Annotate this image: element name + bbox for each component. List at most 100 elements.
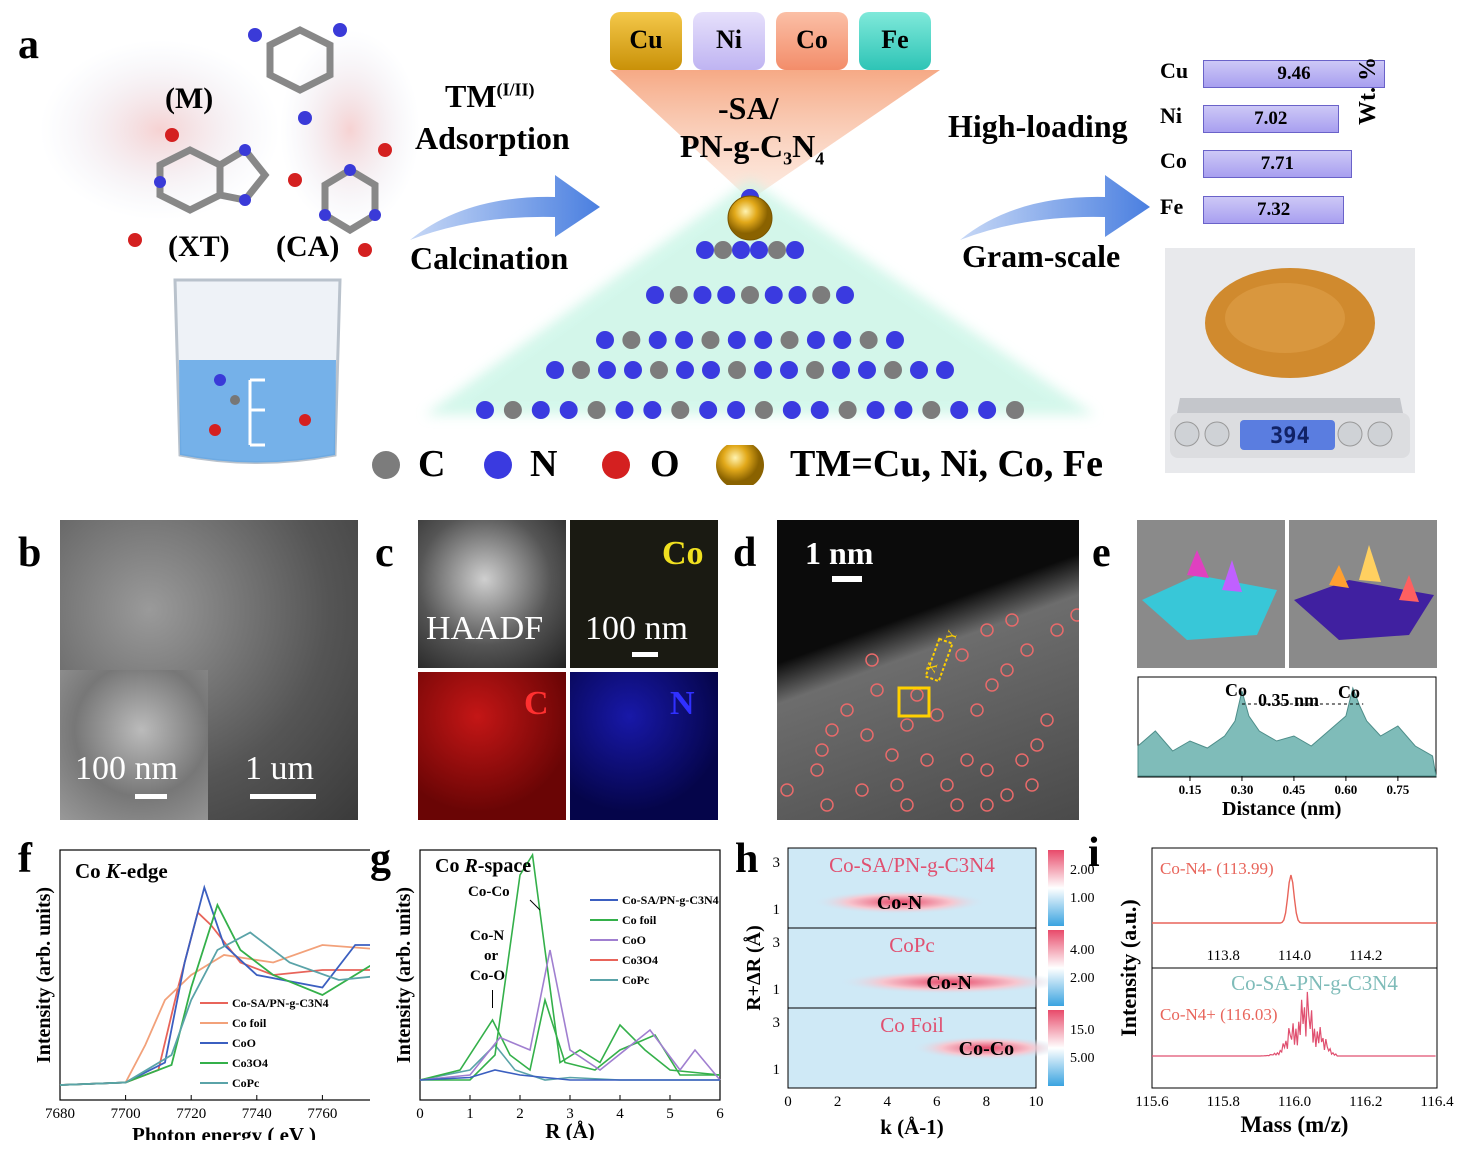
atom-marker: [1000, 788, 1014, 802]
panel-label-b: b: [18, 530, 42, 576]
precursor-molecules-illustration: [40, 23, 420, 257]
wt-peak: [812, 890, 987, 915]
neg-spectrum: [1152, 874, 1437, 924]
lattice-atom: [1006, 401, 1024, 419]
atom-marker: [885, 748, 899, 762]
atom-marker: [1030, 738, 1044, 752]
atom-marker: [1020, 643, 1034, 657]
atom-marker: [1000, 663, 1014, 677]
calcination-arrow-icon: [410, 175, 600, 240]
x-tick-label: 7760: [307, 1106, 337, 1122]
lattice-atom: [894, 401, 913, 419]
x-tick-label: 7700: [111, 1106, 141, 1122]
top-tick-label: 114.0: [1278, 948, 1311, 964]
bottom-tick-label: 115.8: [1207, 1094, 1240, 1110]
lattice-atom: [754, 361, 772, 379]
lattice-atom: [714, 241, 732, 259]
x-tick-label: 2: [516, 1106, 524, 1122]
atom-marker: [780, 783, 794, 797]
panel-label-g: g: [370, 836, 391, 882]
scale-d-label: 1 nm: [805, 535, 874, 571]
distance-label: 0.35 nm: [1258, 690, 1320, 710]
ft-curve: [419, 949, 721, 1081]
ft-exafs-chart: 0 1 2 3 4 5 6 R (Å) Intensity (arb. units) Co R-s…: [393, 849, 724, 1140]
panel-label-f: f: [18, 836, 32, 882]
x-tick-label: 0.30: [1231, 782, 1254, 797]
lattice-atom: [838, 401, 857, 419]
lattice-atom: [669, 286, 688, 304]
atom-marker: [910, 688, 924, 702]
lattice-atom: [886, 331, 904, 349]
lattice-atom: [503, 401, 522, 419]
lattice-atom: [782, 401, 801, 419]
atom-marker: [980, 798, 994, 812]
lattice-atom: [910, 361, 928, 379]
loading-axis-label: Wt. %: [1355, 57, 1381, 125]
lattice-atom: [587, 401, 606, 419]
n-map-image: [570, 672, 718, 820]
x-tick-label: 0: [416, 1106, 424, 1122]
atom-marker: [820, 798, 834, 812]
profile-area: [1137, 686, 1437, 777]
atom-marker: [1040, 713, 1054, 727]
lattice-atom: [717, 286, 736, 304]
loading-metal-label: Fe: [1160, 194, 1184, 219]
atom-marker: [960, 753, 974, 767]
lattice-atom: [936, 361, 954, 379]
x-tick-label: 7740: [242, 1106, 272, 1122]
sa-sub-3: 3: [783, 148, 793, 169]
x-tick-label: 0.45: [1283, 782, 1306, 797]
panel-label-h: h: [735, 836, 759, 882]
y-axis-label: R+ΔR (Å): [742, 925, 765, 1011]
legend-o: O: [650, 443, 680, 485]
annotation-or: or: [484, 948, 499, 964]
lattice-atom: [615, 401, 634, 419]
co-map-label: Co: [662, 535, 704, 572]
x-tick-label: 3: [566, 1106, 574, 1122]
legend-label: CoO: [232, 1036, 256, 1050]
panel-label-c: c: [375, 530, 394, 576]
single-atom-markers: [780, 608, 1079, 812]
x-tick-label: 5: [666, 1106, 674, 1122]
wt-row-title: Co Foil: [880, 1013, 944, 1037]
haadf-stem-image: [777, 520, 1079, 820]
lattice-atom: [832, 361, 850, 379]
step1-adsorption: Adsorption: [415, 120, 570, 156]
top-tick-label: 113.8: [1207, 948, 1240, 964]
top-tick-label: 114.2: [1349, 948, 1382, 964]
panel-label-i: i: [1088, 830, 1100, 876]
lattice-atom: [754, 401, 773, 419]
wt-peak-label: Co-Co: [959, 1038, 1015, 1060]
atom-marker: [890, 778, 904, 792]
lattice-atom: [727, 401, 746, 419]
scale-main-label: 1 um: [245, 750, 314, 787]
atom-marker: [810, 763, 824, 777]
sample-label: Co-SA-PN-g-C3N4: [1231, 971, 1398, 995]
legend-label: CoPc: [622, 973, 650, 987]
high-loading-label: High-loading: [948, 108, 1128, 144]
y-tick-label: 3: [773, 1015, 781, 1031]
pos-spectrum: [1152, 991, 1436, 1057]
sa-title-line2: PN-g-C3N4: [680, 128, 824, 169]
atom-marker: [985, 678, 999, 692]
gram-scale-photo: [1165, 248, 1415, 473]
beaker-illustration: [173, 278, 342, 464]
co-right-label: Co: [1338, 682, 1360, 702]
legend-label: CoO: [622, 933, 646, 947]
atom-marker: [840, 703, 854, 717]
legend-label: Co foil: [622, 913, 657, 927]
scale-bar-c: [632, 652, 658, 657]
line-profile-chart: 0.15 0.30 0.45 0.60 0.75: [1137, 676, 1437, 797]
gram-scale-label: Gram-scale: [962, 238, 1121, 274]
x-tick-label: 4: [883, 1094, 891, 1110]
c-map-label: C: [524, 685, 549, 722]
lattice-atom: [768, 241, 786, 259]
zoom-box: [897, 686, 931, 718]
annotation-arrow: [529, 899, 541, 911]
y-tick-label: 1: [773, 982, 781, 998]
lattice-atom: [764, 286, 783, 304]
lattice-atom: [598, 361, 616, 379]
atom-marker: [870, 683, 884, 697]
lattice-atom: [754, 331, 773, 349]
x-tick-label: 0.15: [1179, 782, 1202, 797]
